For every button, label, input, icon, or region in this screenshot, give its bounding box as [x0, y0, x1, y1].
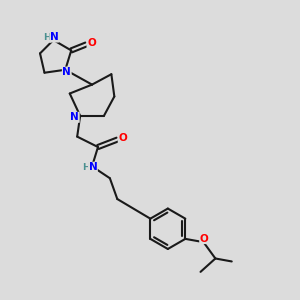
- Text: N: N: [88, 162, 97, 172]
- Text: H: H: [43, 33, 51, 42]
- Text: O: O: [200, 234, 208, 244]
- Text: O: O: [87, 38, 96, 48]
- Text: H: H: [82, 163, 89, 172]
- Text: O: O: [118, 134, 127, 143]
- Text: N: N: [70, 112, 79, 122]
- Text: N: N: [62, 67, 71, 77]
- Text: N: N: [50, 32, 59, 42]
